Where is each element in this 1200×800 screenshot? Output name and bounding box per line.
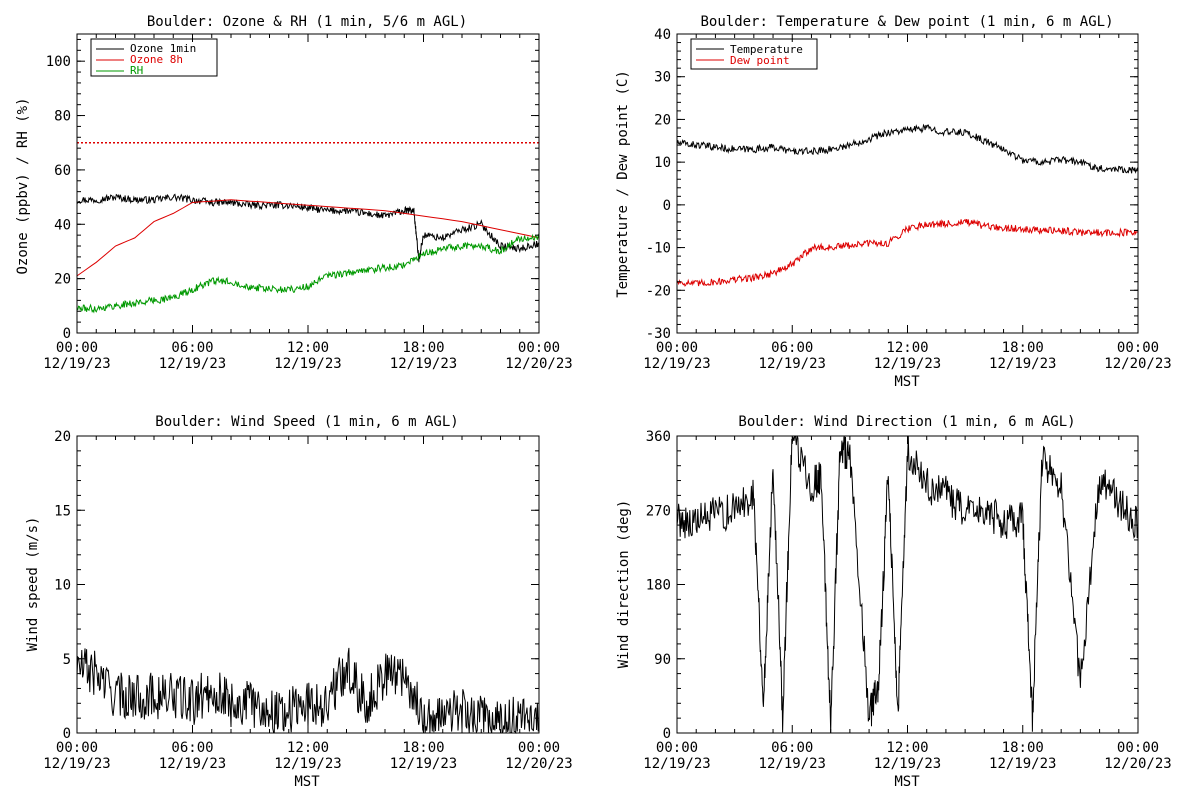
x-tick-label-time: 12:00: [886, 740, 928, 756]
x-tick-label-time: 06:00: [771, 740, 813, 756]
series-line-ozone-1min: [76, 193, 540, 263]
x-tick-label-time: 18:00: [402, 340, 444, 356]
x-tick-label-date: 12/19/23: [274, 756, 341, 772]
x-tick-label-date: 12/19/23: [643, 356, 710, 372]
y-tick-label: 0: [63, 326, 71, 342]
y-tick-label: 80: [54, 109, 71, 125]
y-tick-label: 0: [663, 726, 671, 742]
x-tick-label-date: 12/19/23: [874, 756, 941, 772]
x-tick-label-date: 12/19/23: [643, 756, 710, 772]
y-tick-label: 30: [654, 70, 671, 86]
x-tick-label-date: 12/20/23: [505, 356, 572, 372]
y-tick-label: 20: [54, 429, 71, 445]
chart-title: Boulder: Wind Direction (1 min, 6 m AGL): [738, 414, 1075, 430]
series-line-series-0: [76, 647, 540, 735]
x-tick-label-time: 00:00: [656, 340, 698, 356]
x-tick-label-date: 12/19/23: [759, 356, 826, 372]
x-tick-label-time: 00:00: [518, 740, 560, 756]
y-tick-label: 10: [654, 155, 671, 171]
y-tick-label: 0: [663, 198, 671, 214]
x-tick-label-time: 06:00: [171, 340, 213, 356]
y-tick-label: 100: [46, 54, 71, 70]
x-tick-label-date: 12/19/23: [159, 356, 226, 372]
y-tick-label: -30: [646, 326, 671, 342]
series-line-temperature: [676, 123, 1139, 174]
x-tick-label-date: 12/19/23: [989, 756, 1056, 772]
y-tick-label: 90: [654, 652, 671, 668]
chart-title: Boulder: Ozone & RH (1 min, 5/6 m AGL): [147, 14, 467, 30]
chart-title: Boulder: Temperature & Dew point (1 min,…: [700, 14, 1113, 30]
y-tick-label: 20: [54, 272, 71, 288]
y-tick-label: 60: [54, 163, 71, 179]
legend-label-dew-point: Dew point: [730, 54, 790, 67]
x-tick-label-date: 12/19/23: [390, 756, 457, 772]
legend: Temperature Dew point: [690, 38, 818, 70]
legend-box: [90, 38, 218, 77]
legend-label-temperature: Temperature: [730, 43, 803, 56]
wind-speed-chart: Boulder: Wind Speed (1 min, 6 m AGL) MST…: [25, 414, 573, 790]
legend-label-rh: RH: [130, 64, 143, 77]
y-tick-label: 5: [63, 652, 71, 668]
legend-box: [690, 38, 818, 70]
legend: Ozone 1min Ozone 8h RH: [90, 38, 218, 77]
y-tick-label: 40: [654, 27, 671, 43]
x-axis-label: MST: [294, 774, 320, 790]
x-tick-label-time: 00:00: [1117, 340, 1159, 356]
series-line-dew-point: [676, 218, 1139, 287]
y-axis-label: Temperature / Dew point (C): [615, 70, 631, 298]
y-axis-label: Ozone (ppbv) / RH (%): [15, 97, 31, 274]
series-line-rh: [76, 233, 540, 314]
series-line-ozone-8h: [76, 199, 540, 277]
x-tick-label-time: 00:00: [56, 740, 98, 756]
x-tick-label-date: 12/20/23: [505, 756, 572, 772]
x-tick-label-date: 12/19/23: [274, 356, 341, 372]
x-tick-label-time: 00:00: [56, 340, 98, 356]
wind-direction-chart: Boulder: Wind Direction (1 min, 6 m AGL)…: [616, 414, 1172, 790]
x-tick-label-date: 12/19/23: [759, 756, 826, 772]
x-tick-label-date: 12/19/23: [989, 356, 1056, 372]
x-tick-label-time: 12:00: [287, 740, 329, 756]
x-axis-label: MST: [894, 774, 920, 790]
x-tick-label-time: 00:00: [1117, 740, 1159, 756]
series-line-series-0: [676, 435, 1139, 734]
x-tick-label-time: 18:00: [1002, 340, 1044, 356]
y-tick-label: 40: [54, 217, 71, 233]
chart-title: Boulder: Wind Speed (1 min, 6 m AGL): [155, 414, 458, 430]
y-tick-label: 0: [63, 726, 71, 742]
y-tick-label: 15: [54, 503, 71, 519]
legend-label-ozone-1min: Ozone 1min: [130, 42, 196, 55]
y-tick-label: -20: [646, 283, 671, 299]
y-tick-label: -10: [646, 241, 671, 257]
y-axis-label: Wind speed (m/s): [25, 517, 41, 652]
y-tick-label: 360: [646, 429, 671, 445]
y-tick-label: 270: [646, 503, 671, 519]
plot-frame: [676, 33, 1139, 334]
x-tick-label-time: 12:00: [886, 340, 928, 356]
plot-frame: [676, 435, 1139, 734]
x-tick-label-time: 06:00: [171, 740, 213, 756]
x-tick-label-date: 12/19/23: [874, 356, 941, 372]
x-tick-label-time: 18:00: [1002, 740, 1044, 756]
x-tick-label-time: 18:00: [402, 740, 444, 756]
x-tick-label-date: 12/19/23: [43, 356, 110, 372]
x-tick-label-date: 12/19/23: [43, 756, 110, 772]
x-tick-label-time: 00:00: [656, 740, 698, 756]
temperature-dewpoint-chart: Boulder: Temperature & Dew point (1 min,…: [615, 14, 1172, 390]
x-tick-label-date: 12/20/23: [1104, 756, 1171, 772]
x-tick-label-date: 12/19/23: [390, 356, 457, 372]
x-tick-label-time: 12:00: [287, 340, 329, 356]
y-axis-label: Wind direction (deg): [616, 500, 632, 669]
y-tick-label: 10: [54, 578, 71, 594]
y-tick-label: 180: [646, 578, 671, 594]
x-axis-label: MST: [894, 374, 920, 390]
x-tick-label-time: 00:00: [518, 340, 560, 356]
legend-label-ozone-8h: Ozone 8h: [130, 53, 183, 66]
x-tick-label-date: 12/20/23: [1104, 356, 1171, 372]
x-tick-label-time: 06:00: [771, 340, 813, 356]
ozone-rh-chart: Boulder: Ozone & RH (1 min, 5/6 m AGL) O…: [15, 14, 573, 372]
y-tick-label: 20: [654, 112, 671, 128]
x-tick-label-date: 12/19/23: [159, 756, 226, 772]
